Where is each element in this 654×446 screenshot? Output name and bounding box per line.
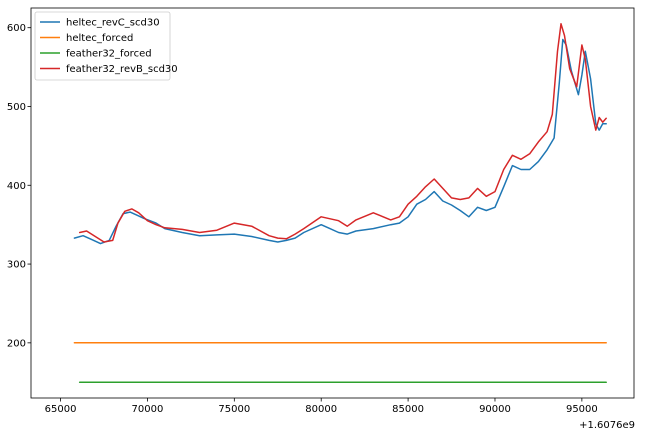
x-tick-label: 95000 [566, 404, 598, 415]
legend-box [34, 11, 171, 81]
series-line-feather32-revB-scd30 [78, 23, 607, 243]
x-axis-offset-label: +1.6076e9 [579, 420, 635, 431]
legend-label: heltec_forced [66, 33, 133, 44]
x-tick-label: 80000 [305, 404, 337, 415]
x-tick-label: 70000 [132, 404, 164, 415]
legend-label: feather32_forced [66, 49, 152, 60]
legend-label: feather32_revB_scd30 [66, 64, 178, 75]
axes-frame [30, 7, 635, 399]
x-tick-label: 90000 [479, 404, 511, 415]
series-line-heltec-revC-scd30 [73, 38, 607, 245]
y-tick-label: 400 [7, 181, 26, 192]
x-tick-label: 75000 [218, 404, 250, 415]
y-tick-label: 200 [7, 338, 26, 349]
x-axis-ticks: 65000 70000 75000 80000 85000 90000 95000 [45, 398, 598, 415]
y-tick-label: 300 [7, 260, 26, 271]
legend-label: heltec_revC_scd30 [66, 18, 160, 29]
x-tick-label: 65000 [45, 404, 77, 415]
y-tick-label: 600 [7, 23, 26, 34]
series-layer [73, 23, 607, 383]
legend: heltec_revC_scd30 heltec_forced feather32_… [34, 11, 178, 81]
y-tick-label: 500 [7, 102, 26, 113]
x-tick-label: 85000 [392, 404, 424, 415]
y-axis-ticks: 200 300 400 500 600 [7, 23, 31, 349]
